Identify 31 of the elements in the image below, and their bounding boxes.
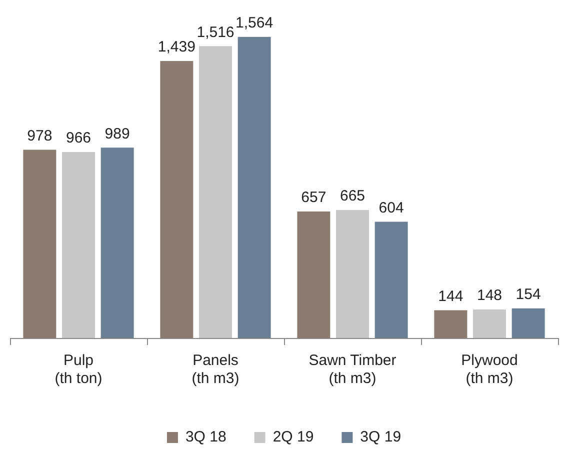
- legend-label: 3Q 18: [185, 428, 226, 446]
- bar: [199, 46, 232, 338]
- data-label: 144: [438, 288, 464, 305]
- data-label: 604: [378, 199, 404, 216]
- data-label: 665: [340, 188, 366, 205]
- data-label: 148: [476, 287, 502, 304]
- bar: [434, 310, 468, 338]
- legend-label: 3Q 19: [360, 428, 402, 446]
- x-tick-label: Pulp (th ton): [54, 352, 102, 388]
- data-label: 154: [516, 286, 541, 303]
- data-label: 989: [104, 125, 130, 142]
- bar: [160, 60, 194, 338]
- bar: [23, 150, 56, 338]
- data-label: 1,439: [158, 38, 196, 56]
- x-tick-label: Plywood (th m3): [461, 352, 518, 388]
- bar: [62, 152, 95, 338]
- bar: [512, 308, 545, 338]
- bar: [100, 148, 134, 338]
- legend-label: 2Q 19: [272, 428, 314, 446]
- x-tick-label: Sawn Timber (th m3): [308, 352, 396, 388]
- data-label: 657: [301, 189, 326, 206]
- x-tick-label: Panels (th m3): [192, 352, 240, 388]
- bar: [473, 310, 506, 338]
- bar: [336, 210, 369, 338]
- bar: [297, 212, 330, 338]
- data-label: 1,516: [196, 24, 234, 41]
- data-label: 978: [27, 127, 52, 144]
- bar: [374, 222, 408, 338]
- bar: [238, 36, 271, 338]
- data-label: 1,564: [236, 14, 274, 32]
- data-label: 966: [66, 130, 92, 147]
